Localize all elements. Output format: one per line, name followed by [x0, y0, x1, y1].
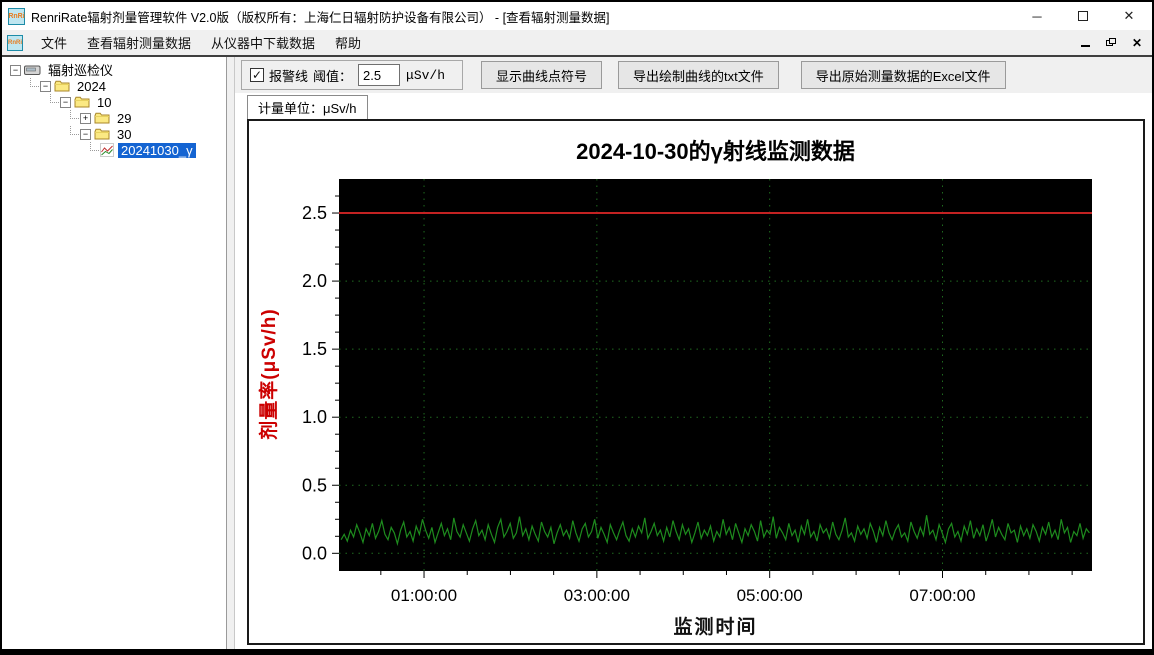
- svg-text:05:00:00: 05:00:00: [737, 586, 803, 605]
- device-icon: [24, 65, 41, 75]
- title-bar: RnRi RenriRate辐射剂量管理软件 V2.0版（版权所有：上海仁日辐射…: [2, 2, 1152, 30]
- svg-text:2.5: 2.5: [302, 203, 327, 223]
- device-tree-panel: − 辐射巡检仪 −2024−10 +29−30 20241030_γ: [2, 57, 227, 649]
- svg-text:监测时间: 监测时间: [673, 615, 757, 638]
- tab-row: 计量单位：μSv/h: [235, 93, 1152, 119]
- tree-connector: [70, 125, 79, 135]
- device-icon-wrap: [24, 64, 41, 76]
- show-curve-points-button[interactable]: 显示曲线点符号: [481, 61, 603, 89]
- folder-icon: [94, 128, 110, 140]
- tree-node-20241030_γ[interactable]: 20241030_γ: [2, 141, 226, 158]
- export-txt-button[interactable]: 导出绘制曲线的txt文件: [618, 61, 779, 89]
- maximize-button[interactable]: [1060, 2, 1106, 30]
- collapse-icon[interactable]: −: [40, 80, 51, 92]
- folder-icon-wrap: [94, 112, 110, 124]
- tree-node-label[interactable]: 辐射巡检仪: [48, 62, 114, 78]
- chart-container: 01:00:00 03:00:00 05:00:00 07:00:00 0.0 0.5 1.…: [247, 119, 1145, 645]
- tab-measurement-unit[interactable]: 计量单位：μSv/h: [247, 95, 368, 119]
- close-button[interactable]: ✕: [1123, 8, 1135, 23]
- collapse-icon[interactable]: −: [10, 64, 21, 76]
- mdi-document-icon: RnRi: [7, 34, 23, 51]
- menu-item-0[interactable]: 文件: [41, 36, 68, 51]
- svg-text:1.5: 1.5: [302, 339, 327, 359]
- tree-node-label[interactable]: 30: [117, 126, 132, 142]
- mdi-close-button[interactable]: ✕: [1131, 35, 1142, 50]
- radiation-line-chart: 01:00:00 03:00:00 05:00:00 07:00:00 0.0 0.5 1.…: [257, 139, 1092, 638]
- folder-icon: [94, 112, 110, 124]
- tree-connector: [70, 109, 79, 119]
- svg-text:03:00:00: 03:00:00: [564, 586, 630, 605]
- folder-icon: [74, 96, 90, 108]
- svg-text:2024-10-30的γ射线监测数据: 2024-10-30的γ射线监测数据: [576, 139, 855, 164]
- menu-item-2[interactable]: 从仪器中下载数据: [211, 36, 316, 51]
- window-body: − 辐射巡检仪 −2024−10 +29−30 20241030_γ ✓ 报警线 阈值：…: [2, 57, 1152, 649]
- svg-text:0.0: 0.0: [302, 543, 327, 563]
- folder-icon-wrap: [94, 128, 110, 140]
- minimize-button[interactable]: ─: [1032, 8, 1042, 24]
- alarm-line-label: 报警线: [269, 68, 309, 84]
- tree-node-label[interactable]: 29: [117, 110, 132, 126]
- svg-text:2.0: 2.0: [302, 271, 327, 291]
- alarm-line-checkbox[interactable]: ✓: [250, 68, 264, 82]
- menu-bar: RnRi 文件 查看辐射测量数据 从仪器中下载数据 帮助 ✕: [2, 30, 1152, 57]
- toolbar: ✓ 报警线 阈值： μSv/h 显示曲线点符号 导出绘制曲线的txt文件 导出原…: [235, 57, 1152, 93]
- mdi-minimize-button[interactable]: [1080, 38, 1090, 47]
- svg-text:1.0: 1.0: [302, 407, 327, 427]
- svg-text:07:00:00: 07:00:00: [909, 586, 975, 605]
- expand-icon[interactable]: +: [80, 112, 91, 124]
- tree-connector: [30, 77, 39, 87]
- chart-file-icon: [100, 143, 114, 157]
- threshold-label: 阈值：: [313, 68, 353, 84]
- threshold-unit-label: μSv/h: [406, 67, 446, 83]
- tree-node-辐射巡检仪[interactable]: − 辐射巡检仪: [2, 62, 226, 78]
- collapse-icon[interactable]: −: [60, 96, 71, 108]
- tree-node-label[interactable]: 2024: [77, 78, 106, 94]
- tree-connector: [50, 93, 59, 103]
- tree-node-label[interactable]: 10: [97, 94, 112, 110]
- folder-icon-wrap: [54, 80, 70, 92]
- mdi-restore-button[interactable]: [1105, 38, 1116, 47]
- svg-text:0.5: 0.5: [302, 475, 327, 495]
- menu-item-3[interactable]: 帮助: [335, 36, 362, 51]
- main-panel: ✓ 报警线 阈值： μSv/h 显示曲线点符号 导出绘制曲线的txt文件 导出原…: [235, 57, 1152, 649]
- maximize-icon: [1078, 11, 1088, 21]
- alarm-threshold-group: ✓ 报警线 阈值： μSv/h: [241, 60, 463, 90]
- folder-icon: [54, 80, 70, 92]
- chart-icon-wrap: [100, 143, 114, 157]
- app-icon: RnRi: [8, 7, 25, 25]
- threshold-input[interactable]: [358, 64, 401, 86]
- svg-text:01:00:00: 01:00:00: [391, 586, 457, 605]
- collapse-icon[interactable]: −: [80, 128, 91, 140]
- folder-icon-wrap: [74, 96, 90, 108]
- panel-splitter[interactable]: [227, 57, 235, 649]
- export-excel-button[interactable]: 导出原始测量数据的Excel文件: [800, 61, 1006, 89]
- tree-node-2024[interactable]: − 2024: [2, 77, 226, 94]
- menu-item-1[interactable]: 查看辐射测量数据: [87, 36, 192, 51]
- tree-node-29[interactable]: +29: [2, 109, 226, 126]
- tree-node-label[interactable]: 20241030_γ: [118, 142, 196, 158]
- tree-connector: [90, 141, 99, 151]
- tree-node-30[interactable]: − 30: [2, 125, 226, 142]
- svg-text:剂量率(μSv/h): 剂量率(μSv/h): [257, 308, 280, 439]
- tree-node-10[interactable]: − 10: [2, 93, 226, 110]
- window-title: RenriRate辐射剂量管理软件 V2.0版（版权所有：上海仁日辐射防护设备有…: [31, 10, 610, 25]
- restore-icon: [1108, 38, 1116, 44]
